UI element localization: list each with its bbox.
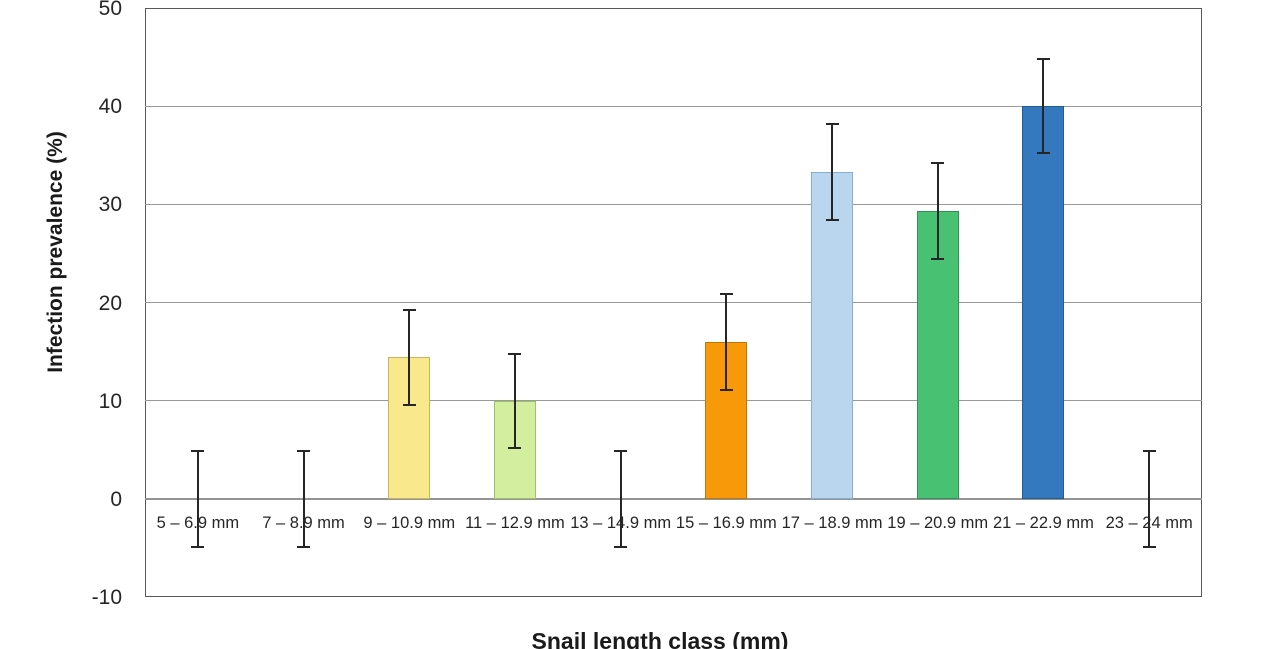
error-bar-cap xyxy=(402,403,416,406)
y-tick-label: 20 xyxy=(98,291,122,315)
bar xyxy=(1022,106,1065,499)
error-bar-cap xyxy=(614,449,628,452)
error-bar-cap xyxy=(508,352,522,355)
error-bar-line xyxy=(1042,59,1045,154)
y-tick-label: 40 xyxy=(98,95,122,119)
error-bar-line xyxy=(408,310,411,405)
gridline xyxy=(145,105,1202,107)
x-tick-label: 11 – 12.9 mm xyxy=(465,514,565,532)
error-bar-line xyxy=(302,450,305,547)
x-tick-label: 13 – 14.9 mm xyxy=(570,514,672,532)
x-tick-label: 7 – 8.9 mm xyxy=(262,514,345,532)
error-bar-cap xyxy=(1142,449,1156,452)
error-bar-cap xyxy=(825,219,839,222)
x-tick-label: 17 – 18.9 mm xyxy=(781,514,883,532)
error-bar-cap xyxy=(191,449,205,452)
x-tick-label: 9 – 10.9 mm xyxy=(363,514,456,532)
x-tick-label: 5 – 6.9 mm xyxy=(156,514,240,532)
error-bar-line xyxy=(725,293,728,390)
x-axis-title: Snail length class (mm) xyxy=(531,628,789,649)
error-bar-cap xyxy=(297,545,311,548)
y-tick-label: 10 xyxy=(98,389,122,413)
error-bar-cap xyxy=(402,309,416,312)
error-bar-cap xyxy=(1036,152,1050,155)
error-bar-cap xyxy=(614,545,628,548)
y-tick-label: 50 xyxy=(98,0,122,20)
x-tick-label: 19 – 20.9 mm xyxy=(887,514,989,532)
error-bar-line xyxy=(831,123,834,221)
error-bar-cap xyxy=(1142,545,1156,548)
bar xyxy=(811,171,854,499)
error-bar-line xyxy=(196,450,199,547)
y-tick-label: 0 xyxy=(110,487,122,511)
error-bar-line xyxy=(619,450,622,547)
error-bar-cap xyxy=(297,449,311,452)
error-bar-cap xyxy=(719,388,733,391)
gridline xyxy=(145,203,1202,205)
y-tick-label: 30 xyxy=(98,193,122,217)
error-bar-line xyxy=(513,353,516,448)
x-tick-label: 15 – 16.9 mm xyxy=(675,514,777,532)
error-bar-cap xyxy=(931,162,945,165)
error-bar-line xyxy=(1148,450,1151,547)
error-bar-line xyxy=(936,163,939,260)
y-tick-label: -10 xyxy=(91,586,122,609)
error-bar-cap xyxy=(191,545,205,548)
x-tick-label: 21 – 22.9 mm xyxy=(992,514,1094,532)
error-bar-cap xyxy=(825,122,839,125)
gridline xyxy=(145,302,1202,303)
zero-line xyxy=(145,497,1202,500)
gridline xyxy=(145,400,1202,402)
error-bar-cap xyxy=(719,292,733,295)
x-tick-label: 23 – 24 mm xyxy=(1105,514,1193,532)
y-axis-title: Infection prevalence (%) xyxy=(44,131,67,373)
error-bar-cap xyxy=(508,446,522,449)
error-bar-cap xyxy=(1036,58,1050,61)
error-bar-cap xyxy=(931,258,945,261)
